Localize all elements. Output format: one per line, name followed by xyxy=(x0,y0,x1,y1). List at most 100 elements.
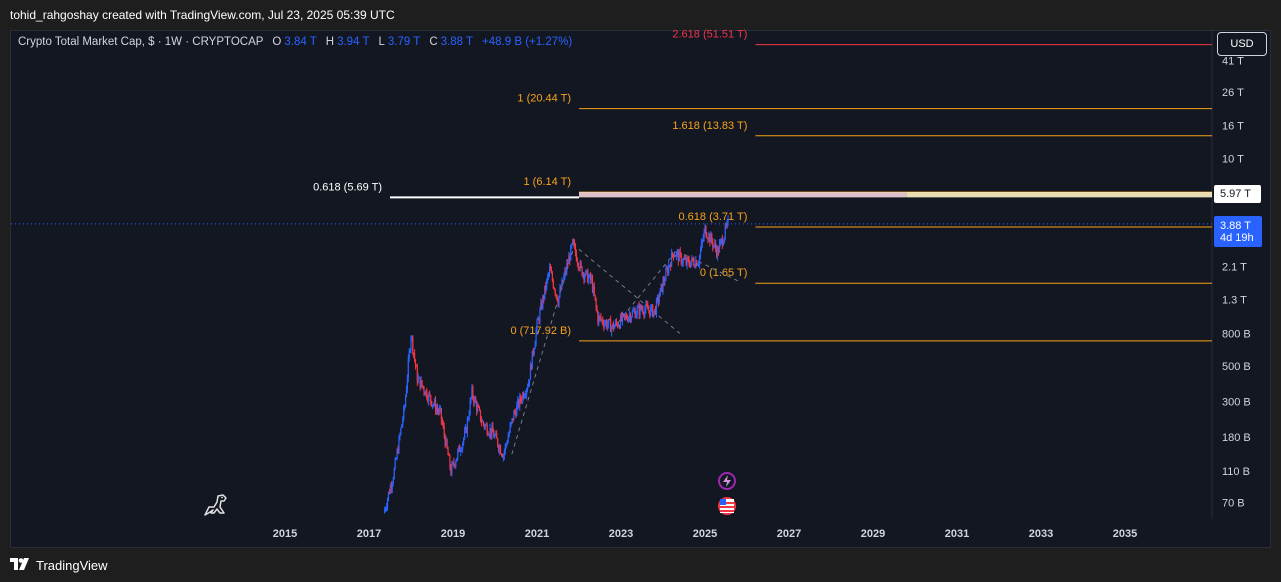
alert-lightning-icon[interactable] xyxy=(718,472,736,490)
candle-body xyxy=(627,317,630,322)
y-tick-label: 300 B xyxy=(1222,396,1251,408)
low-value: 3.79 T xyxy=(387,36,421,48)
candle-body xyxy=(573,239,575,244)
candle-body xyxy=(574,245,577,254)
candle-body xyxy=(505,443,507,445)
candle-body xyxy=(416,366,418,383)
candle-body xyxy=(411,336,413,338)
candle-body xyxy=(493,432,495,438)
candle-body xyxy=(707,238,709,240)
candle-body xyxy=(397,450,399,453)
candle-body xyxy=(393,468,395,479)
candle-body xyxy=(432,404,434,407)
candle-body xyxy=(616,323,619,327)
candle-body xyxy=(488,434,490,436)
candle-body xyxy=(526,389,528,395)
candle-body xyxy=(450,467,452,475)
candle-body xyxy=(511,418,513,423)
candle-body xyxy=(448,455,450,457)
candle-body xyxy=(428,393,430,402)
candle-body xyxy=(607,324,609,328)
candle-body xyxy=(530,364,532,370)
candle-body xyxy=(638,305,640,315)
high-value: 3.94 T xyxy=(337,36,370,48)
candle-body xyxy=(390,485,392,489)
y-tick-label: 500 B xyxy=(1222,361,1251,373)
candle-body xyxy=(408,351,410,359)
candle-body xyxy=(466,418,468,433)
candle-body xyxy=(676,251,678,253)
candle-body xyxy=(447,448,449,456)
candle-body xyxy=(658,296,660,302)
candle-body xyxy=(684,259,686,261)
candle-body xyxy=(694,265,696,268)
candle-body xyxy=(691,257,693,263)
candle-body xyxy=(405,388,408,397)
candle-body xyxy=(480,420,483,423)
fib-target-zone-ext xyxy=(906,192,1212,198)
candle-body xyxy=(659,288,661,297)
y-tick-label: 41 T xyxy=(1222,55,1244,67)
candle-body xyxy=(494,435,496,438)
candle-body xyxy=(423,387,425,393)
candle-body xyxy=(567,263,569,265)
candle-body xyxy=(525,394,527,396)
candle-body xyxy=(400,427,402,435)
candle-body xyxy=(718,243,721,253)
currency-button[interactable]: USD xyxy=(1217,32,1267,56)
candle-body xyxy=(517,399,519,406)
high-label: H xyxy=(325,36,335,48)
candle-body xyxy=(693,260,695,266)
candle-body xyxy=(384,509,386,514)
candle-body xyxy=(662,279,664,292)
fib-level-label: 0 (1.65 T) xyxy=(700,267,748,279)
candle-body xyxy=(473,397,475,404)
candle-body xyxy=(502,455,504,458)
candle-body xyxy=(484,424,486,428)
candle-body xyxy=(463,438,465,443)
tradingview-logo-icon[interactable] xyxy=(10,557,30,573)
candle-body xyxy=(663,279,665,283)
candle-body xyxy=(553,287,555,290)
y-tick-label: 2.1 T xyxy=(1222,261,1247,273)
candle-body xyxy=(646,303,648,306)
symbol-name[interactable]: Crypto Total Market Cap, $ · 1W · CRYPTO… xyxy=(18,36,264,48)
candle-body xyxy=(726,221,728,226)
candle-body xyxy=(579,262,581,270)
candle-body xyxy=(587,270,589,283)
fib-level-label: 1 (6.14 T) xyxy=(524,176,572,188)
candle-body xyxy=(651,305,653,308)
y-tick-label: 1.3 T xyxy=(1222,295,1247,307)
candle-body xyxy=(449,455,451,468)
footer-brand[interactable]: TradingView xyxy=(36,557,108,573)
candle-body xyxy=(520,396,522,400)
y-tick-label: 10 T xyxy=(1222,153,1244,165)
candle-body xyxy=(537,318,539,320)
candle-body xyxy=(538,318,540,322)
candle-body xyxy=(601,319,603,321)
chart-panel[interactable] xyxy=(10,30,1271,548)
dinosaur-mascot-icon[interactable] xyxy=(202,493,230,524)
candle-body xyxy=(650,307,652,316)
candle-body xyxy=(711,234,713,242)
us-flag-event-icon[interactable] xyxy=(718,497,736,515)
candle-body xyxy=(666,268,668,270)
candle-body xyxy=(628,314,630,318)
candle-body xyxy=(632,310,634,312)
candle-body xyxy=(507,436,509,443)
candle-body xyxy=(595,299,597,307)
candle-body xyxy=(626,318,629,322)
candle-body xyxy=(455,461,457,467)
candle-body xyxy=(617,325,620,327)
y-tick-label: 110 B xyxy=(1222,466,1250,478)
candle-body xyxy=(532,350,534,354)
candle-body xyxy=(499,446,502,454)
candle-body xyxy=(424,392,426,395)
candle-body xyxy=(657,297,659,302)
candle-body xyxy=(495,433,497,436)
candle-body xyxy=(585,270,587,276)
close-value: 3.88 T xyxy=(440,36,474,48)
candle-body xyxy=(385,507,388,509)
candle-body xyxy=(451,463,453,475)
